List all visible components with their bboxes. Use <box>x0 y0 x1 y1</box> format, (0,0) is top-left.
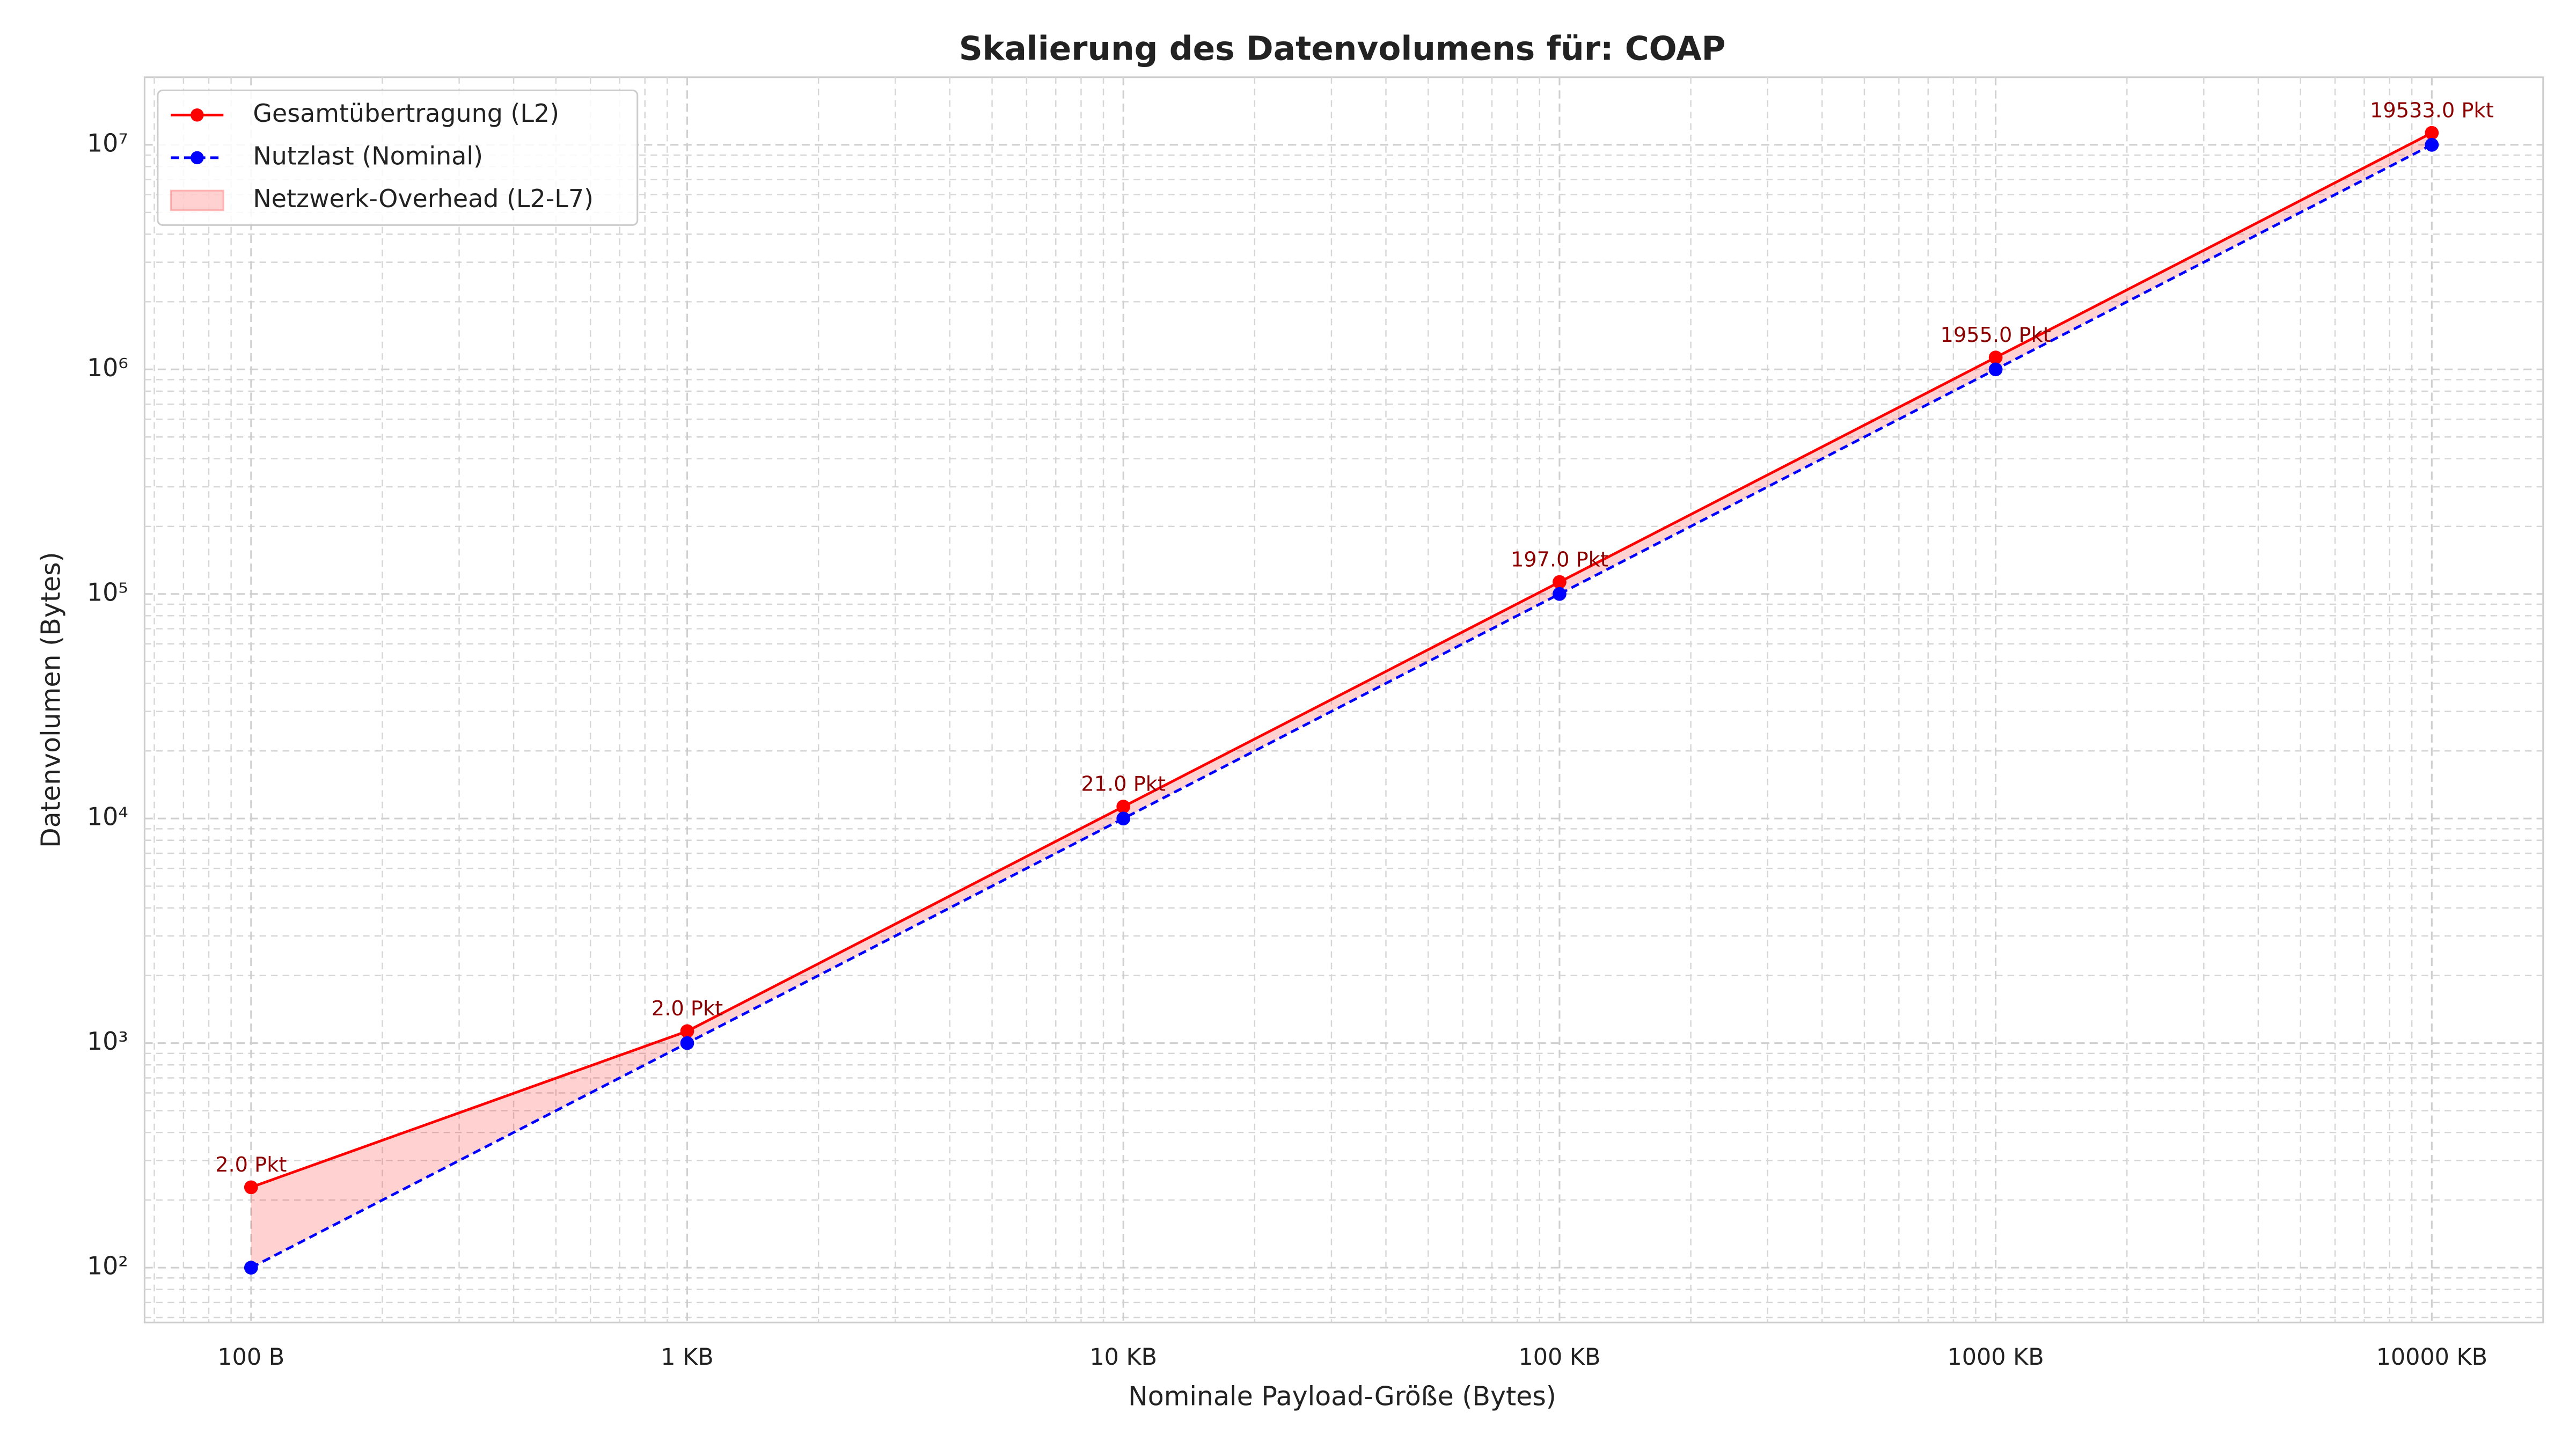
y-tick-label: 10⁷ <box>87 128 128 157</box>
y-tick-label: 10⁴ <box>87 802 128 831</box>
y-axis-label: Datenvolumen (Bytes) <box>35 552 66 848</box>
legend-label: Nutzlast (Nominal) <box>253 141 483 170</box>
data-point <box>2425 126 2439 140</box>
series-line <box>250 143 2433 1269</box>
x-tick-label: 1 KB <box>661 1344 713 1371</box>
x-axis-label: Nominale Payload-Größe (Bytes) <box>1128 1381 1556 1412</box>
data-point <box>1553 587 1567 601</box>
annotation: 1955.0 Pkt <box>1941 323 2051 347</box>
plot-area <box>143 76 2544 1323</box>
x-tick-label: 100 KB <box>1518 1344 1600 1371</box>
x-tick-label: 10 KB <box>1089 1344 1157 1371</box>
annotation: 197.0 Pkt <box>1511 547 1608 572</box>
y-tick-label: 10³ <box>87 1027 128 1056</box>
legend-swatch <box>170 189 224 211</box>
data-point <box>1116 800 1131 814</box>
legend-label: Gesamtübertragung (L2) <box>253 99 559 128</box>
data-point <box>680 1024 694 1038</box>
x-tick-label: 10000 KB <box>2376 1344 2487 1371</box>
x-tick-label: 1000 KB <box>1948 1344 2044 1371</box>
y-tick-label: 10⁵ <box>87 577 128 606</box>
annotation: 19533.0 Pkt <box>2370 98 2494 122</box>
legend-label: Netzwerk-Overhead (L2-L7) <box>253 184 594 213</box>
annotation: 2.0 Pkt <box>652 997 723 1021</box>
legend-marker <box>191 151 204 165</box>
x-tick-label: 100 B <box>217 1344 284 1371</box>
data-point <box>1988 362 2003 377</box>
data-point <box>1116 811 1131 826</box>
y-tick-label: 10² <box>87 1252 128 1280</box>
y-tick-label: 10⁶ <box>87 353 128 382</box>
legend-box <box>157 89 639 226</box>
data-point <box>244 1180 258 1195</box>
series-line <box>250 131 2433 1189</box>
overhead-area <box>251 133 2432 1268</box>
data-point <box>244 1261 258 1275</box>
legend-marker <box>191 108 204 122</box>
data-point <box>1553 575 1567 589</box>
chart-title: Skalierung des Datenvolumens für: COAP <box>959 30 1726 68</box>
annotation: 2.0 Pkt <box>215 1153 287 1177</box>
data-point <box>2425 137 2439 152</box>
annotation: 21.0 Pkt <box>1081 772 1166 796</box>
data-point <box>1988 350 2003 364</box>
data-point <box>680 1036 694 1050</box>
